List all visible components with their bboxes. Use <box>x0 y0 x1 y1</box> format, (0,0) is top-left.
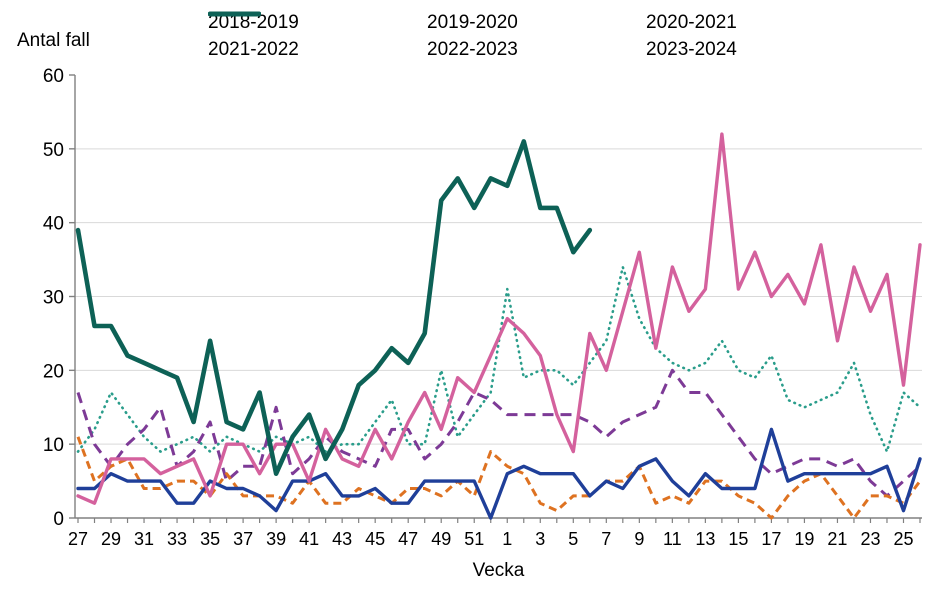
x-axis-tick-label: 51 <box>464 529 484 549</box>
x-axis-tick-label: 27 <box>68 529 88 549</box>
x-axis-tick-label: 3 <box>535 529 545 549</box>
legend: 2018-2019 2019-2020 2020-2021 2021-2022 2022… <box>208 9 865 63</box>
series-line-2022-2023 <box>76 132 922 505</box>
x-axis-tick-label: 45 <box>365 529 385 549</box>
x-axis-tick-label: 29 <box>101 529 121 549</box>
x-axis-tick-label: 37 <box>233 529 253 549</box>
y-axis-unit-title: Antal fall <box>17 30 90 51</box>
y-axis-tick-label: 30 <box>43 288 64 309</box>
x-axis-tick-label: 9 <box>634 529 644 549</box>
x-axis-tick-label: 41 <box>299 529 319 549</box>
series-line-2023-2024 <box>75 139 593 477</box>
x-axis-tick-label: 47 <box>398 529 418 549</box>
x-axis-tick-label: 49 <box>431 529 451 549</box>
y-axis-tick-label: 60 <box>43 66 64 87</box>
legend-label: 2020-2021 <box>646 11 737 33</box>
y-axis-tick-label: 50 <box>43 140 64 161</box>
x-axis-title: Vecka <box>472 560 525 581</box>
x-axis-tick-label: 15 <box>728 529 748 549</box>
y-axis-tick-label: 0 <box>53 509 64 530</box>
x-axis-tick-label: 13 <box>695 529 715 549</box>
x-axis-tick-label: 39 <box>266 529 286 549</box>
legend-line-swatch <box>208 11 261 17</box>
legend-label: 2018-2019 <box>208 11 299 33</box>
x-axis-tick-label: 25 <box>893 529 913 549</box>
legend-label: 2021-2022 <box>208 38 299 60</box>
y-axis-tick-label: 20 <box>43 361 64 382</box>
x-axis-tick-label: 35 <box>200 529 220 549</box>
legend-label: 2019-2020 <box>427 11 518 33</box>
x-axis-tick-label: 5 <box>568 529 578 549</box>
x-axis-tick-label: 43 <box>332 529 352 549</box>
legend-item-2023-2024: 2023-2024 <box>208 11 865 63</box>
y-axis-tick-label: 10 <box>43 435 64 456</box>
series-line-2021-2022 <box>76 427 922 520</box>
gridlines <box>75 148 922 445</box>
x-axis-tick-label: 17 <box>761 529 781 549</box>
x-axis-tick-label: 19 <box>794 529 814 549</box>
y-axis-tick-label: 40 <box>43 214 64 235</box>
x-axis-tick-label: 23 <box>860 529 880 549</box>
series-line-2019-2020 <box>76 368 922 498</box>
x-axis-tick-label: 11 <box>663 529 682 549</box>
x-axis-tick-label: 33 <box>167 529 187 549</box>
legend-label: 2023-2024 <box>646 38 737 60</box>
legend-label: 2022-2023 <box>427 38 518 60</box>
x-axis-tick-label: 31 <box>134 529 154 549</box>
x-axis-tick-label: 1 <box>502 529 512 549</box>
x-axis-tick-label: 21 <box>827 529 847 549</box>
x-axis-tick-label: 7 <box>601 529 611 549</box>
